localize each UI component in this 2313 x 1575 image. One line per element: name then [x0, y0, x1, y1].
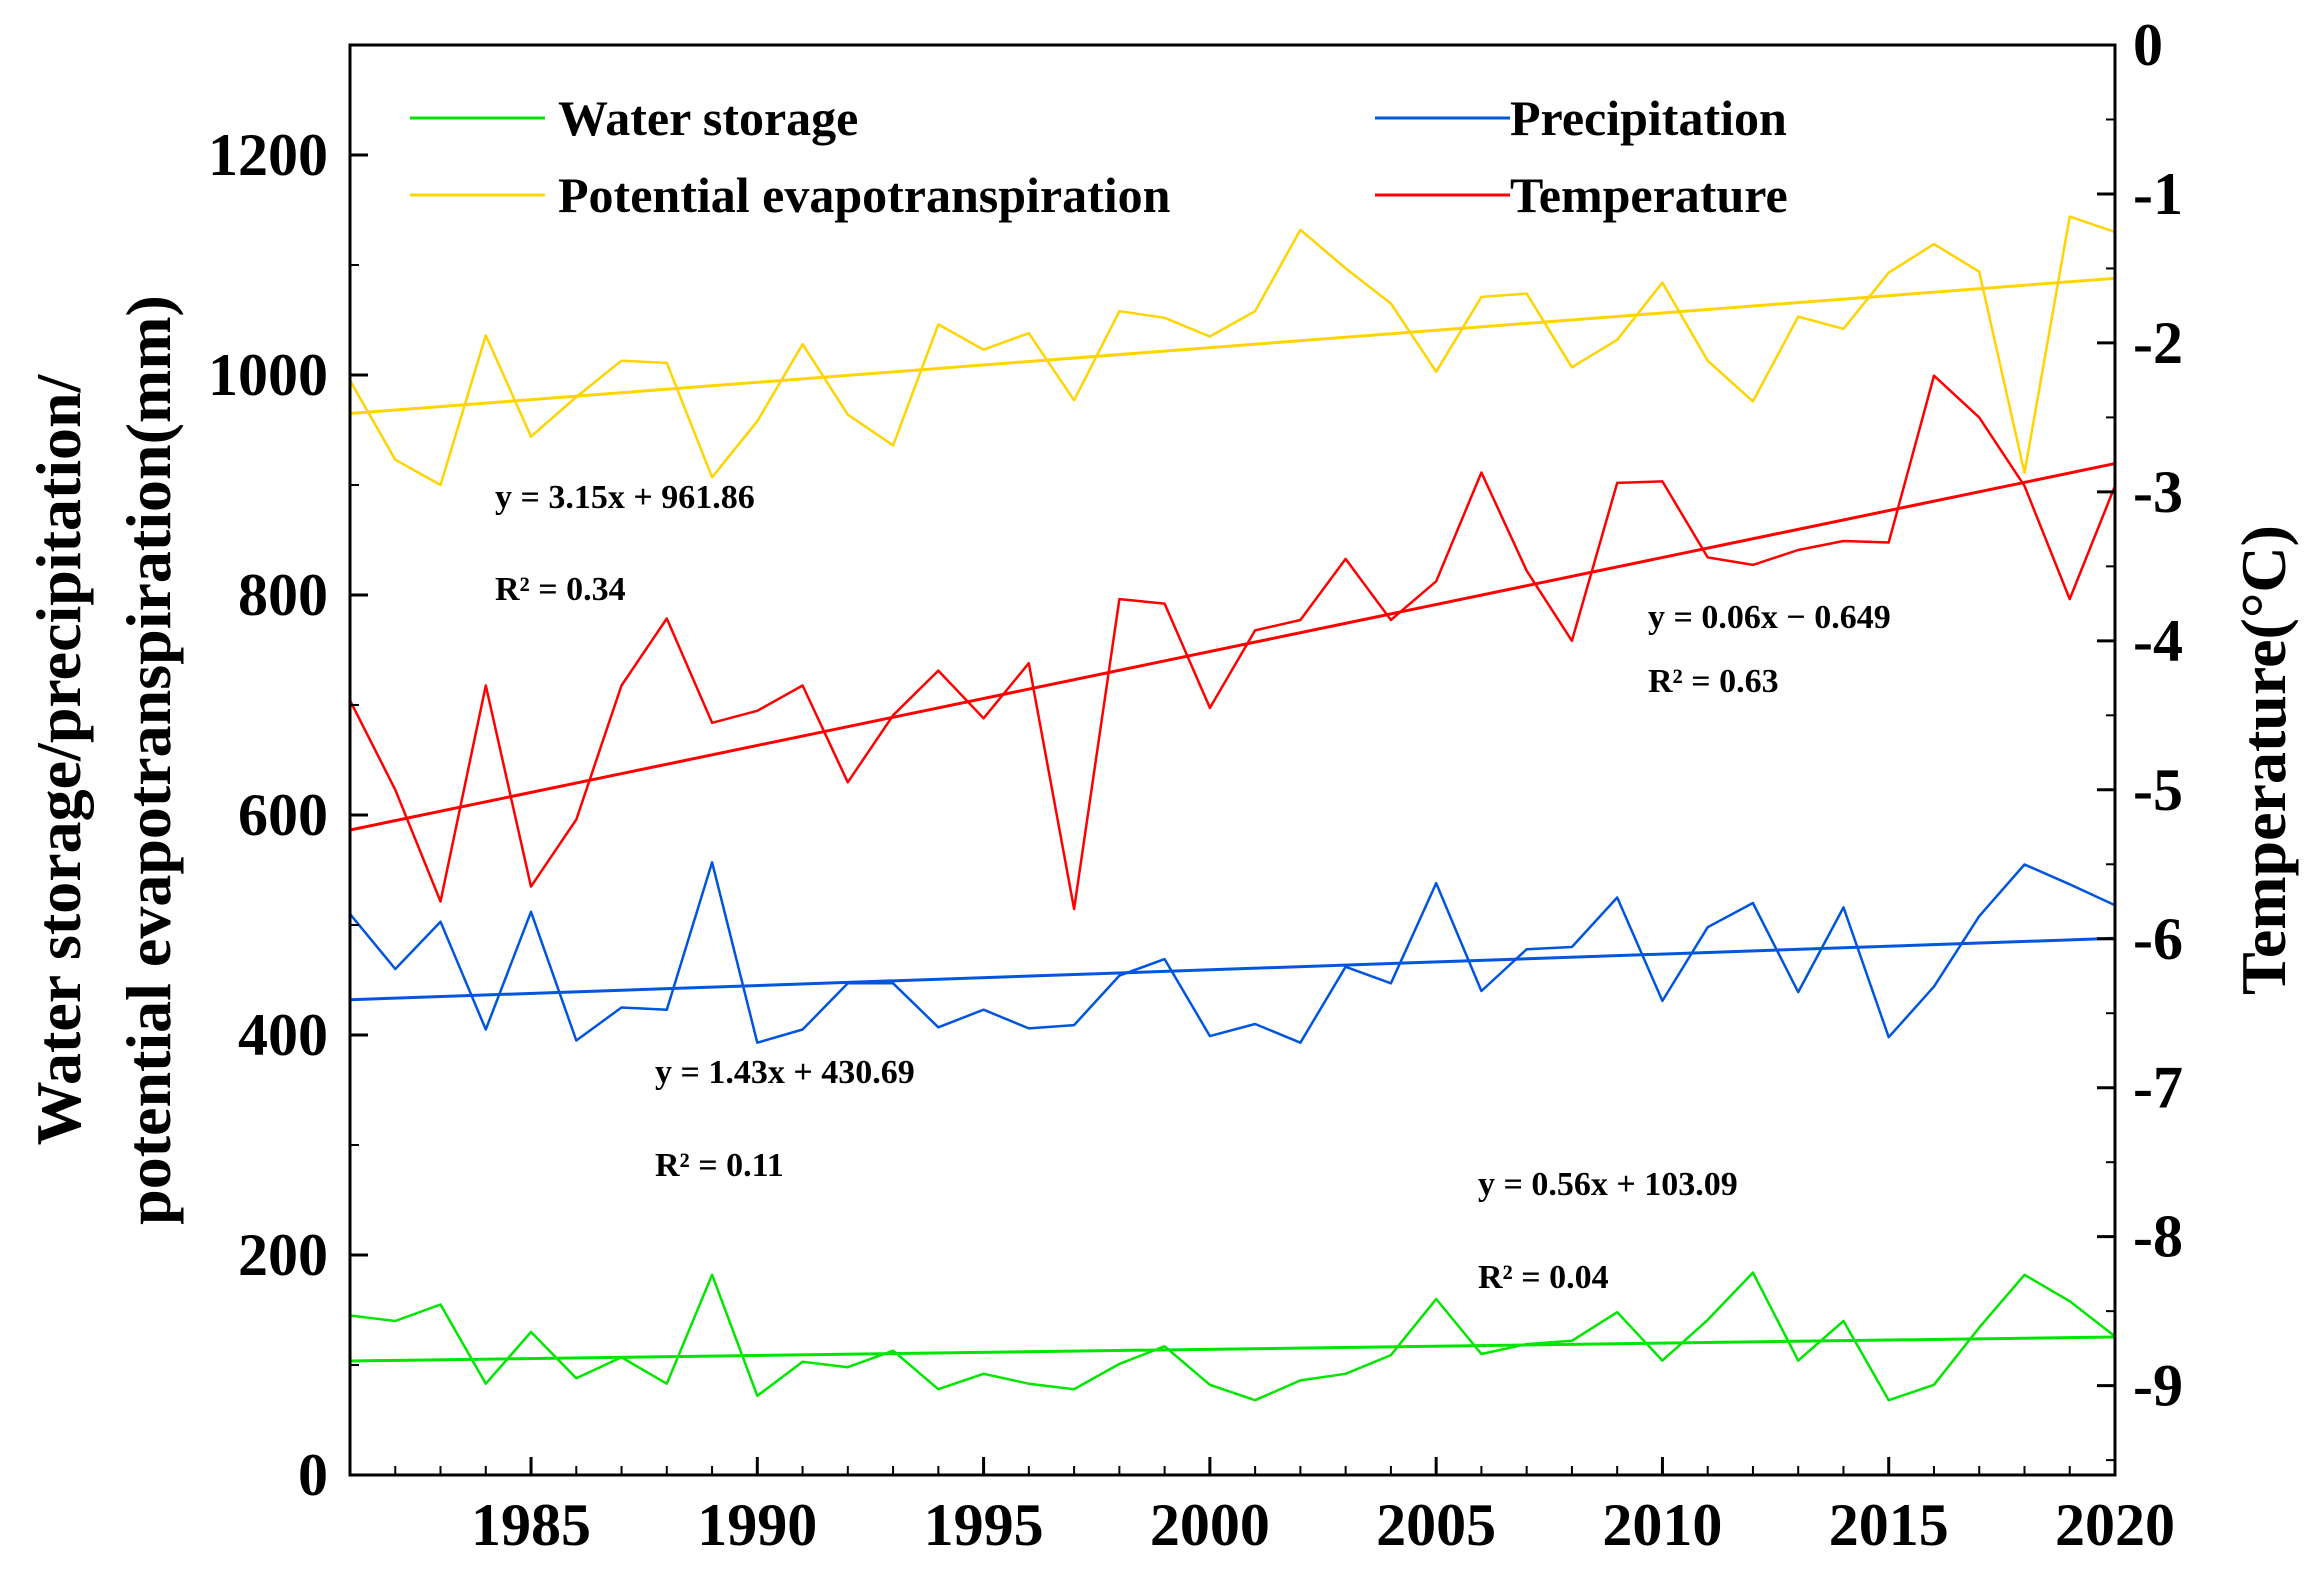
y2-axis-title: Temperature(°C)	[2228, 525, 2299, 995]
trendline-precipitation	[349, 936, 2116, 1002]
x-tick-label-1995: 1995	[924, 1492, 1044, 1558]
legend: Water storage Precipitation Potential ev…	[410, 90, 1788, 223]
y-tick-label-800: 800	[238, 562, 328, 628]
x-tick-label-2020: 2020	[2055, 1492, 2175, 1558]
ws-equation: y = 0.56x + 103.09	[1478, 1166, 1738, 1203]
trendline-water-storage	[349, 1335, 2116, 1363]
y-tick-label-1000: 1000	[208, 342, 328, 408]
y-tick-label-0: 0	[298, 1442, 328, 1508]
plot-frame	[348, 43, 2117, 1477]
y2-tick-label--2: -2	[2133, 310, 2183, 376]
trendline-layer	[349, 276, 2116, 1363]
y-tick-label-400: 400	[238, 1002, 328, 1068]
pet-r2: R² = 0.34	[495, 571, 626, 608]
y2-tick-label--5: -5	[2133, 757, 2183, 823]
pet-equation: y = 3.15x + 961.86	[495, 479, 755, 516]
y2-tick-label--9: -9	[2133, 1353, 2183, 1419]
x-tick-label-2000: 2000	[1150, 1492, 1270, 1558]
y2-tick-label--1: -1	[2133, 161, 2183, 227]
y-tick-label-1200: 1200	[208, 122, 328, 188]
legend-label-temperature: Temperature	[1510, 167, 1788, 223]
x-tick-label-2010: 2010	[1602, 1492, 1722, 1558]
precip-r2: R² = 0.11	[655, 1147, 784, 1184]
trendline-potential-evapotranspiration	[349, 276, 2116, 415]
legend-label-pet: Potential evapotranspiration	[558, 167, 1171, 223]
tick-layer: 1985 1990 1995 2000 2005 2010 2015 2020 0 200 400 6…	[208, 12, 2183, 1558]
x-tick-label-1985: 1985	[471, 1492, 591, 1558]
legend-label-water-storage: Water storage	[558, 90, 858, 146]
series-line-water-storage	[349, 1271, 2116, 1402]
y2-tick-label-0: 0	[2133, 12, 2163, 78]
y2-tick-label--4: -4	[2133, 608, 2183, 674]
y-axis-title-line1: Water storage/precipitation/	[23, 373, 94, 1145]
legend-label-precipitation: Precipitation	[1510, 90, 1787, 146]
y2-tick-label--3: -3	[2133, 459, 2183, 525]
x-tick-label-2015: 2015	[1829, 1492, 1949, 1558]
x-tick-label-2005: 2005	[1376, 1492, 1496, 1558]
y-axis-title-line2: potential evapotranspiration(mm)	[113, 295, 184, 1225]
annotations: y = 3.15x + 961.86 R² = 0.34 y = 0.06x −…	[495, 479, 1891, 1296]
series-line-potential-evapotranspiration	[348, 215, 2116, 487]
y-tick-label-600: 600	[238, 782, 328, 848]
y-tick-label-200: 200	[238, 1222, 328, 1288]
temp-equation: y = 0.06x − 0.649	[1648, 599, 1891, 636]
series-line-temperature	[348, 374, 2117, 911]
y2-tick-label--7: -7	[2133, 1055, 2183, 1121]
series-line-precipitation	[349, 861, 2116, 1044]
precip-equation: y = 1.43x + 430.69	[655, 1054, 915, 1091]
temp-r2: R² = 0.63	[1648, 663, 1779, 700]
x-tick-label-1990: 1990	[697, 1492, 817, 1558]
y2-tick-label--8: -8	[2133, 1204, 2183, 1270]
ws-r2: R² = 0.04	[1478, 1259, 1609, 1296]
trendline-temperature	[349, 462, 2116, 832]
y2-tick-label--6: -6	[2133, 906, 2183, 972]
